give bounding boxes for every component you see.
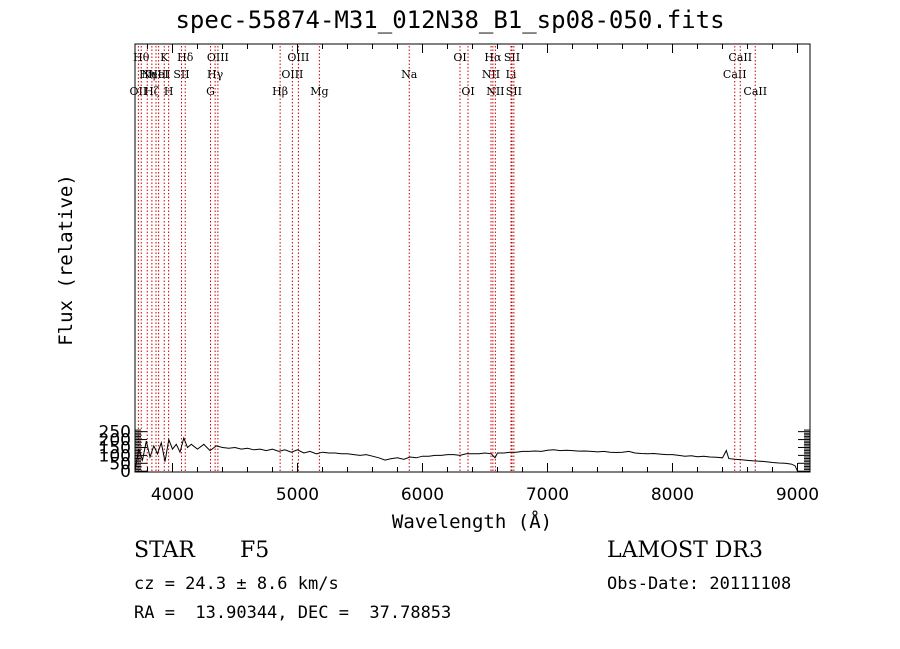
line-marker-label: OI xyxy=(461,85,474,98)
survey-name: LAMOST DR3 xyxy=(607,538,763,563)
y-axis-label: Flux (relative) xyxy=(55,174,77,346)
line-marker-label: CaII xyxy=(743,85,767,98)
plot-frame xyxy=(134,43,811,473)
line-marker-label: OIII xyxy=(281,68,303,81)
line-marker-label: HeI xyxy=(148,68,168,81)
redshift-readout: cz = 24.3 ± 8.6 km/s xyxy=(134,574,339,594)
line-marker-label: Hθ xyxy=(133,51,150,64)
y-tick-label: 0 xyxy=(120,462,131,482)
line-marker-label: CaII xyxy=(723,68,747,81)
line-marker-label: Hζ xyxy=(144,85,160,98)
y-tick-label: 150 xyxy=(99,438,131,458)
y-tick-label: 50 xyxy=(109,454,131,474)
obs-date: Obs-Date: 20111108 xyxy=(607,574,792,594)
line-marker-label: CaII xyxy=(728,51,752,64)
x-tick-label: 6000 xyxy=(401,485,444,505)
line-marker-label: K xyxy=(160,51,169,64)
line-marker-label: Hδ xyxy=(177,51,194,64)
x-tick-label: 7000 xyxy=(526,485,569,505)
chart-title: spec-55874-M31_012N38_B1_sp08-050.fits xyxy=(175,6,725,34)
line-marker-label: G xyxy=(206,85,215,98)
x-axis-label: Wavelength (Å) xyxy=(392,510,552,533)
line-marker-label: NeIII xyxy=(141,68,170,81)
line-marker-label: OII xyxy=(130,85,148,98)
x-tick-label: 9000 xyxy=(776,485,819,505)
x-tick-label: 8000 xyxy=(651,485,694,505)
y-tick-label: 250 xyxy=(99,423,131,443)
y-tick-label: 100 xyxy=(99,446,131,466)
line-marker-label: Li xyxy=(506,68,517,81)
line-marker-label: OIII xyxy=(287,51,309,64)
line-marker-label: Mg xyxy=(310,85,328,98)
line-marker-label: SII xyxy=(173,68,189,81)
line-marker-label: Hγ xyxy=(207,68,224,81)
line-marker-label: OI xyxy=(453,51,466,64)
x-tick-label: 5000 xyxy=(276,485,319,505)
line-marker-label: SII xyxy=(506,85,522,98)
line-marker-label: Hα xyxy=(484,51,502,64)
y-tick-label: 200 xyxy=(99,431,131,451)
line-marker-label: SII xyxy=(504,51,520,64)
line-marker-label: Na xyxy=(401,68,418,81)
coordinates-readout: RA = 13.90344, DEC = 37.78853 xyxy=(134,603,452,623)
line-marker-label: Hβ xyxy=(272,85,288,98)
line-marker-label: NII xyxy=(486,85,504,98)
object-subclass: F5 xyxy=(240,538,270,563)
line-marker-label: OIII xyxy=(207,51,229,64)
line-marker-label: NII xyxy=(482,68,500,81)
line-marker-label: Hη xyxy=(139,68,155,81)
line-marker-label: H xyxy=(164,85,174,98)
object-class: STAR xyxy=(134,538,195,563)
x-tick-label: 4000 xyxy=(151,485,194,505)
spectrum-line xyxy=(134,436,798,472)
